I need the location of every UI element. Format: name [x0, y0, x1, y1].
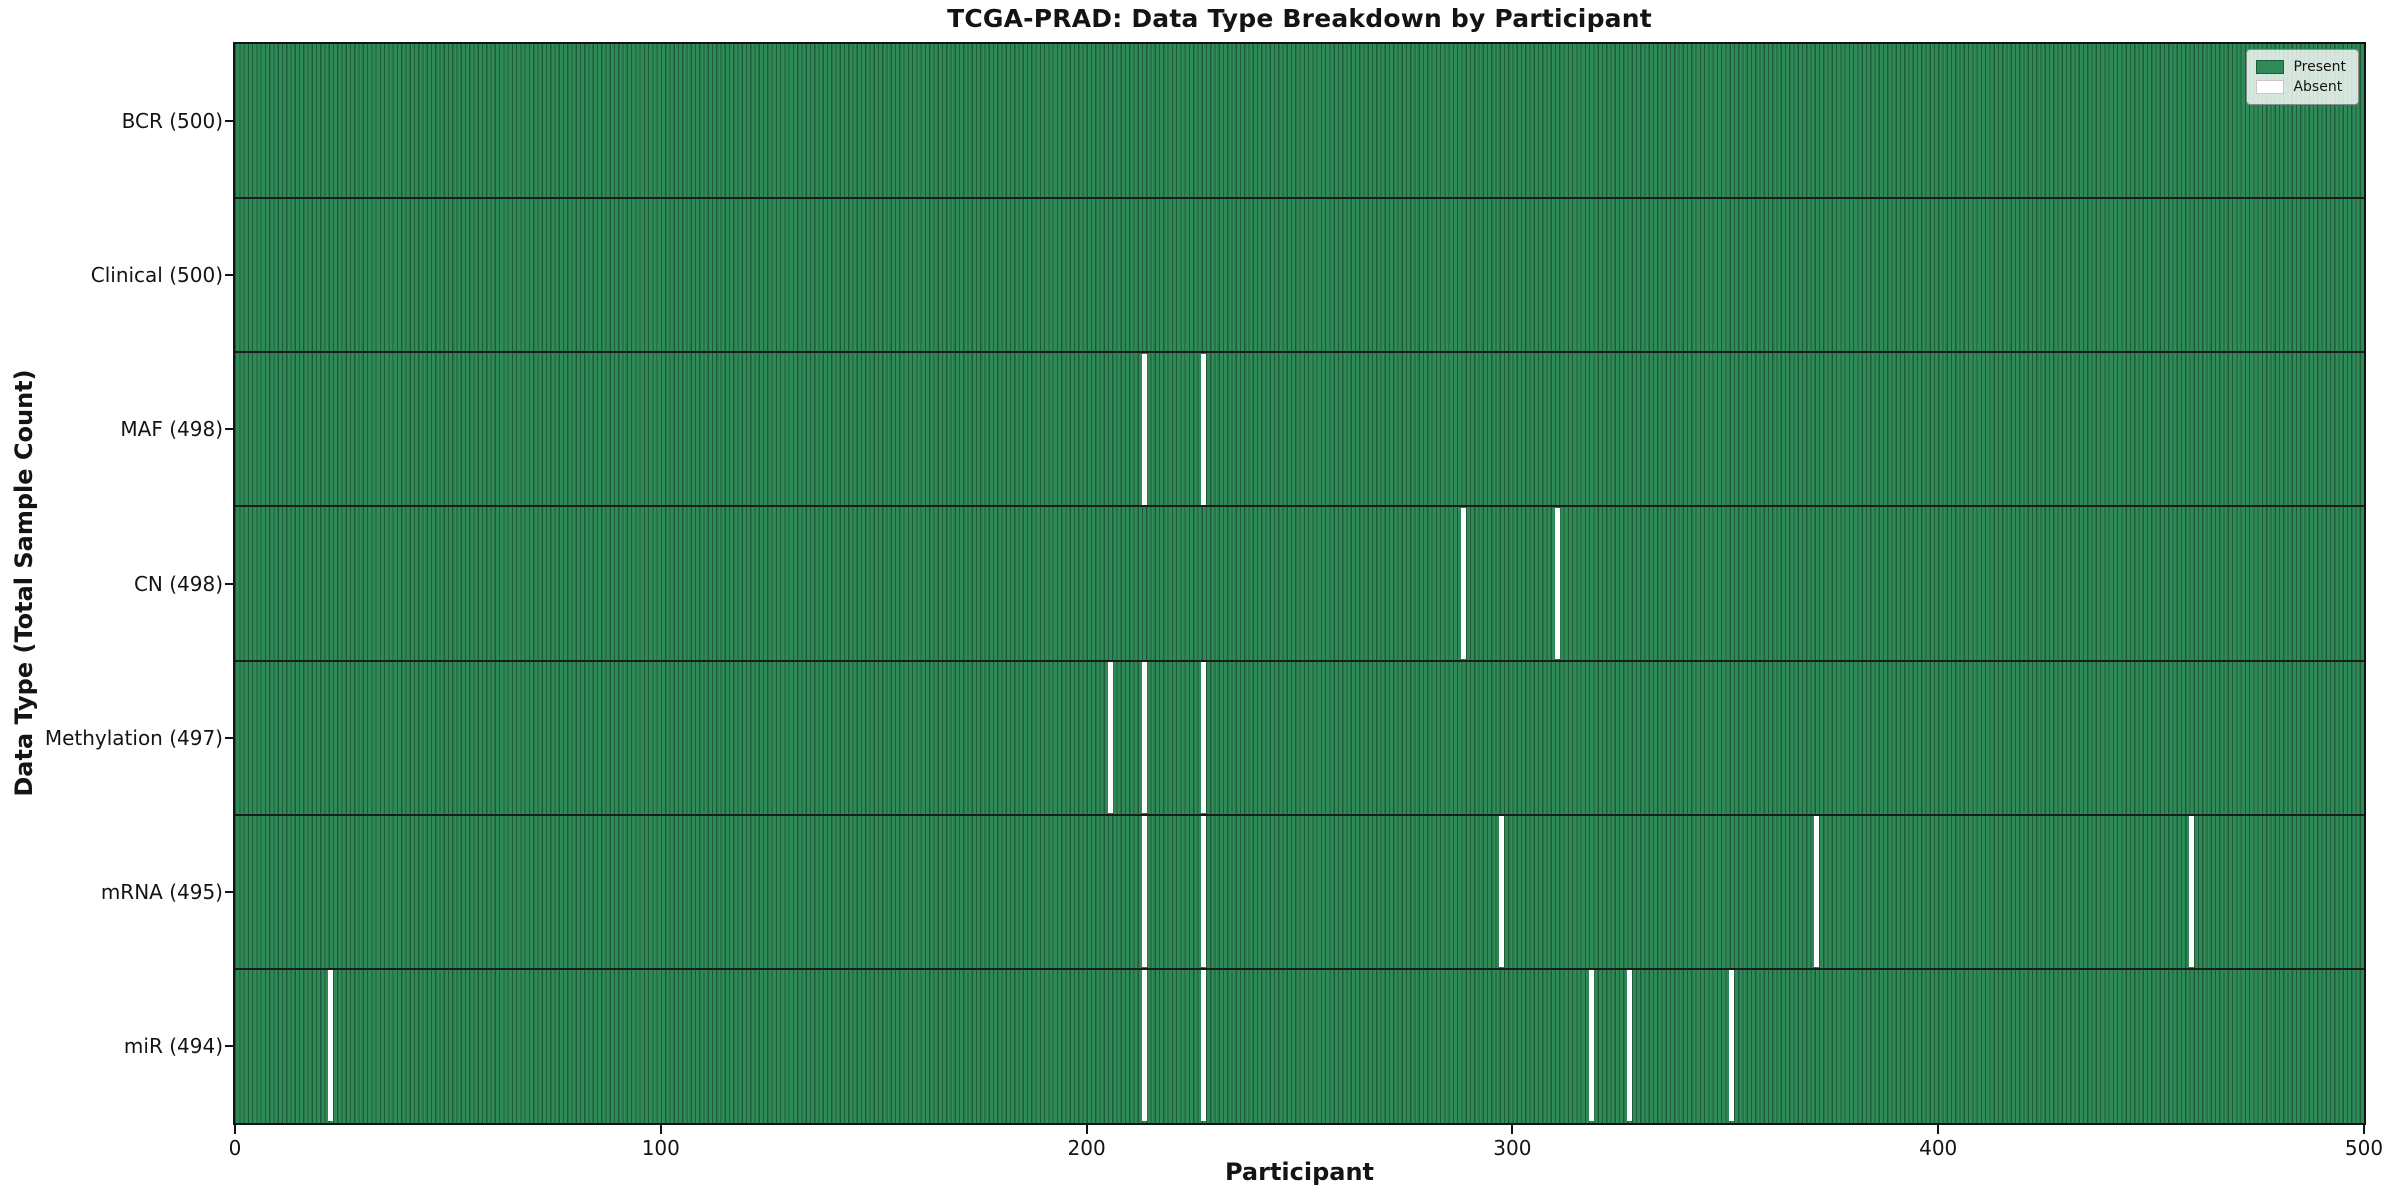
x-tick-label: 400 — [1919, 1136, 1958, 1160]
row-divider — [235, 505, 2364, 508]
absent-bar — [1107, 662, 1113, 814]
plot-area: Present Absent — [233, 42, 2366, 1125]
y-tick-mark — [225, 890, 233, 893]
x-tick-label: 500 — [2344, 1136, 2384, 1160]
absent-bar — [1201, 662, 1207, 814]
absent-bar — [1626, 970, 1632, 1122]
y-tick-label: MAF (498) — [120, 417, 223, 442]
y-tick-mark — [225, 274, 233, 277]
present-swatch — [2256, 60, 2285, 74]
y-tick-label: CN (498) — [133, 571, 223, 596]
absent-bar — [1201, 970, 1207, 1122]
absent-bar — [328, 970, 334, 1122]
absent-bar — [1201, 816, 1207, 968]
y-tick-mark — [225, 582, 233, 585]
x-tick-mark — [1937, 1125, 1940, 1134]
legend: Present Absent — [2246, 49, 2359, 105]
absent-bar — [1141, 816, 1147, 968]
absent-bar — [1141, 353, 1147, 505]
y-tick-mark — [225, 736, 233, 739]
x-tick-mark — [2363, 1125, 2365, 1134]
x-tick-mark — [234, 1125, 236, 1134]
absent-bar — [1460, 507, 1466, 660]
row-divider — [235, 197, 2364, 200]
absent-bar — [1141, 662, 1147, 814]
row-divider — [235, 967, 2364, 970]
y-tick-mark — [225, 428, 233, 431]
row-divider — [235, 813, 2364, 816]
y-axis-label: Data Type (Total Sample Count) — [10, 369, 38, 797]
row-divider — [235, 351, 2364, 354]
x-axis-label: Participant — [1224, 1158, 1375, 1186]
y-tick-label: miR (494) — [123, 1033, 223, 1058]
row-divider — [235, 659, 2364, 662]
chart-title: TCGA-PRAD: Data Type Breakdown by Partic… — [947, 4, 1652, 33]
absent-bar — [1729, 970, 1735, 1122]
x-tick-mark — [659, 1125, 662, 1134]
absent-bar — [1588, 970, 1594, 1122]
legend-item-absent: Absent — [2256, 77, 2346, 97]
x-tick-mark — [1511, 1125, 1514, 1134]
absent-bar — [2189, 816, 2195, 968]
absent-bar — [1554, 507, 1560, 660]
legend-label-present: Present — [2293, 59, 2346, 75]
absent-swatch — [2256, 80, 2285, 94]
y-tick-label: mRNA (495) — [100, 879, 223, 904]
legend-item-present: Present — [2256, 57, 2346, 77]
x-tick-mark — [1085, 1125, 1088, 1134]
x-tick-label: 0 — [228, 1136, 242, 1160]
y-tick-mark — [225, 120, 233, 123]
x-tick-label: 200 — [1067, 1136, 1106, 1160]
x-tick-label: 300 — [1493, 1136, 1532, 1160]
legend-label-absent: Absent — [2293, 79, 2343, 95]
x-tick-label: 100 — [641, 1136, 680, 1160]
plot-canvas — [235, 44, 2364, 1123]
y-tick-label: Clinical (500) — [90, 263, 223, 288]
y-tick-label: BCR (500) — [121, 109, 223, 134]
absent-bar — [1814, 816, 1820, 968]
absent-bar — [1201, 353, 1207, 505]
y-tick-mark — [225, 1044, 233, 1047]
absent-bar — [1141, 970, 1147, 1122]
y-tick-label: Methylation (497) — [44, 725, 223, 750]
absent-bar — [1499, 816, 1505, 968]
